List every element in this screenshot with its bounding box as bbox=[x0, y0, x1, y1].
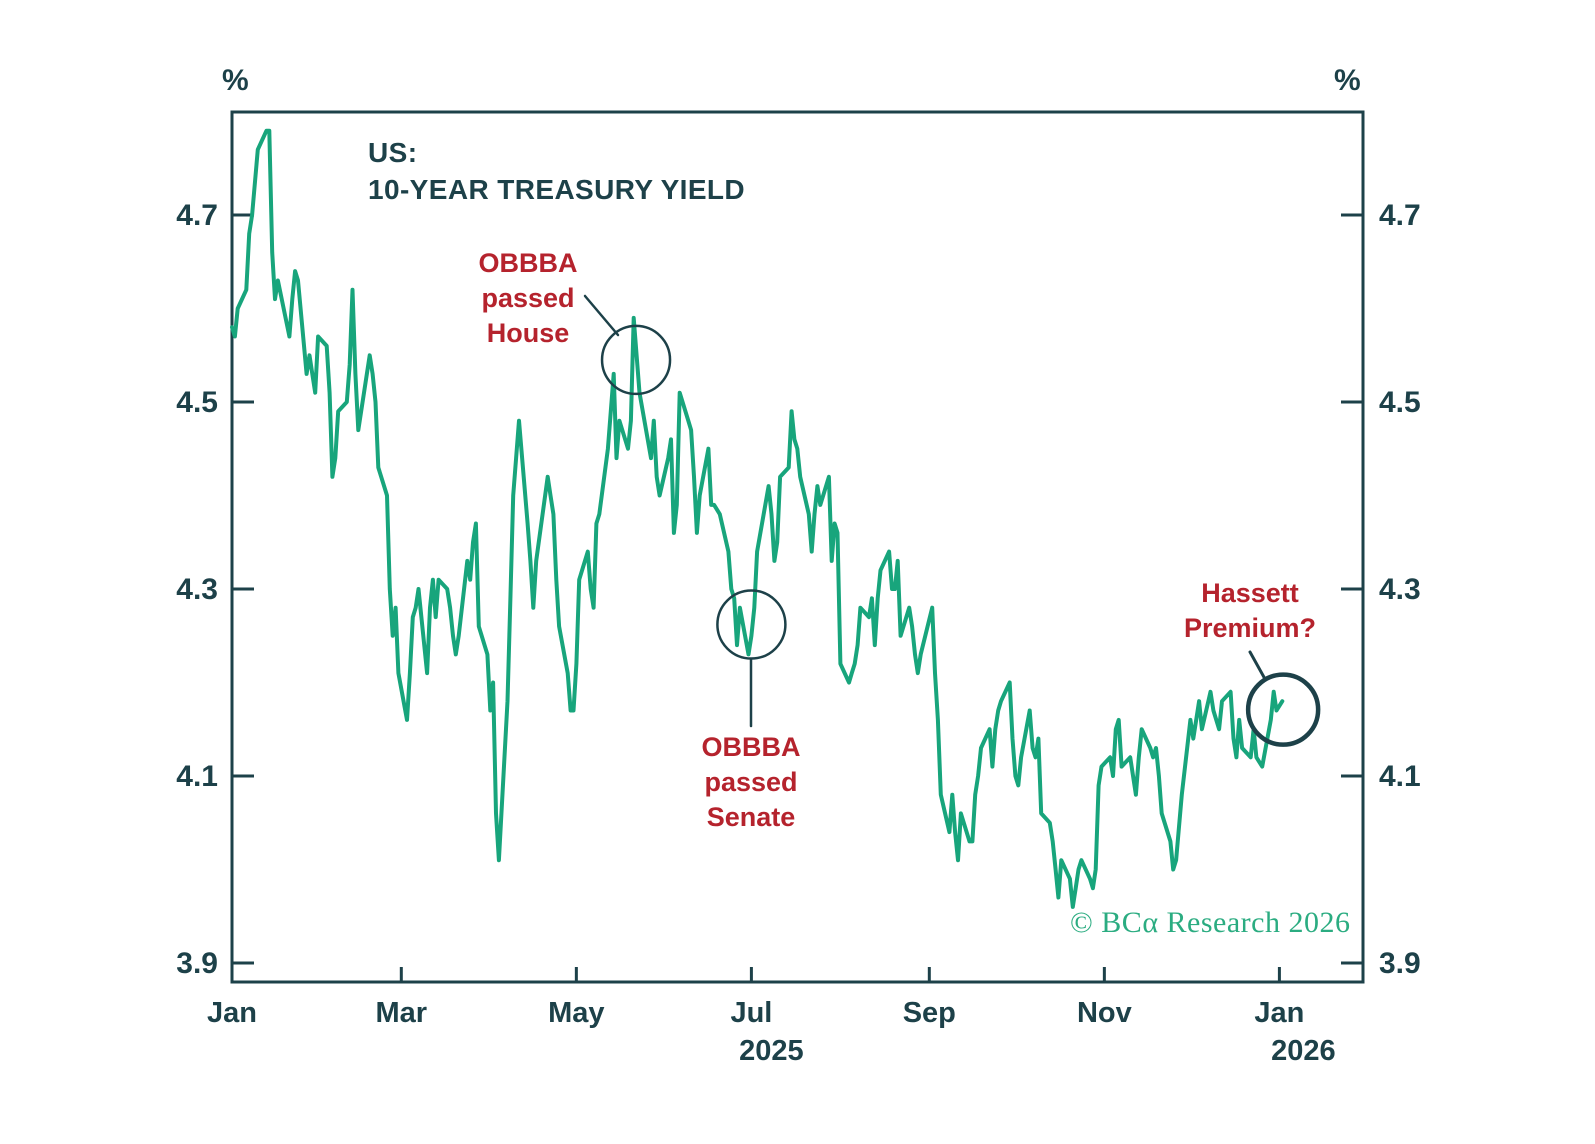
y-tick-label-right: 4.5 bbox=[1379, 386, 1421, 419]
y-tick-label-left: 4.1 bbox=[176, 760, 218, 793]
annotation-circle-house bbox=[600, 324, 672, 396]
annotation-circle-hassett bbox=[1245, 672, 1321, 747]
chart-title-line1: US: bbox=[368, 137, 418, 168]
y-tick-label-right: 4.7 bbox=[1379, 199, 1421, 232]
x-tick-label: Jan bbox=[1254, 997, 1304, 1029]
x-tick-label: Jul bbox=[730, 997, 772, 1029]
y-tick-label-left: 4.3 bbox=[176, 573, 218, 606]
chart-title-line2: 10-YEAR TREASURY YIELD bbox=[368, 174, 746, 205]
y-tick-label-right: 3.9 bbox=[1379, 947, 1421, 980]
x-tick-label: Nov bbox=[1077, 997, 1132, 1029]
chart-title: US: 10-YEAR TREASURY YIELD bbox=[368, 134, 745, 208]
annotation-connector-house bbox=[583, 294, 620, 337]
y-tick-label-left: 4.7 bbox=[176, 199, 218, 232]
yield-line bbox=[230, 128, 1285, 909]
annotation-obbba-house: OBBBA passed House bbox=[418, 246, 638, 351]
x-year-label: 2025 bbox=[739, 1035, 804, 1067]
x-tick-label: Mar bbox=[376, 997, 428, 1029]
annotation-obbba-senate-line3: Senate bbox=[706, 802, 796, 832]
annotation-obbba-house-line2: passed bbox=[481, 283, 575, 313]
plot-frame bbox=[230, 110, 1365, 984]
annotation-obbba-senate: OBBBA passed Senate bbox=[641, 730, 861, 835]
annotation-obbba-senate-line2: passed bbox=[704, 767, 798, 797]
annotation-obbba-house-line1: OBBBA bbox=[478, 248, 578, 278]
copyright-credit: © BCα Research 2026 bbox=[1070, 906, 1351, 939]
y-tick-label-left: 3.9 bbox=[176, 947, 218, 980]
annotation-hassett-premium-line2: Premium? bbox=[1183, 613, 1317, 643]
x-year-label: 2026 bbox=[1271, 1035, 1336, 1067]
x-tick-label: Jan bbox=[207, 997, 257, 1029]
y-axis-unit-right: % bbox=[1334, 64, 1361, 97]
annotation-hassett-premium-line1: Hassett bbox=[1201, 578, 1299, 608]
x-tick-label: Sep bbox=[903, 997, 956, 1029]
annotation-obbba-house-line3: House bbox=[486, 318, 570, 348]
annotation-connector-hassett bbox=[1248, 650, 1267, 681]
annotation-hassett-premium: Hassett Premium? bbox=[1140, 576, 1360, 646]
y-axis-unit-left: % bbox=[222, 64, 249, 97]
x-tick-label: May bbox=[548, 997, 604, 1029]
y-tick-label-left: 4.5 bbox=[176, 386, 218, 419]
y-tick-label-right: 4.1 bbox=[1379, 760, 1421, 793]
annotation-obbba-senate-line1: OBBBA bbox=[701, 732, 801, 762]
y-tick-label-right: 4.3 bbox=[1379, 573, 1421, 606]
